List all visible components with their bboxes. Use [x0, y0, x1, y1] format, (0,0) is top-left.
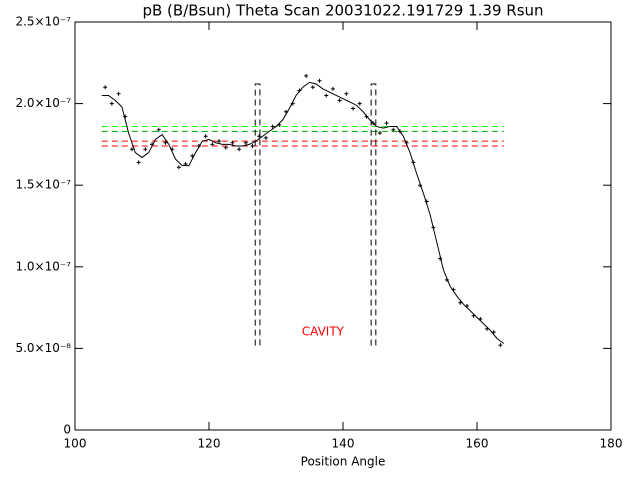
- x-tick-label: 100: [64, 437, 87, 451]
- data-point: [163, 140, 168, 145]
- data-point: [237, 147, 242, 152]
- data-point: [444, 277, 449, 282]
- data-point: [230, 140, 235, 145]
- data-point: [257, 134, 262, 139]
- y-tick-label: 1.5×10⁻⁷: [15, 178, 71, 192]
- x-tick-label: 140: [332, 437, 355, 451]
- data-point: [464, 303, 469, 308]
- data-point: [243, 140, 248, 145]
- data-point: [310, 85, 315, 90]
- x-tick-label: 180: [600, 437, 623, 451]
- data-point: [391, 127, 396, 132]
- data-point: [324, 93, 329, 98]
- data-point: [183, 161, 188, 166]
- data-point: [284, 109, 289, 114]
- data-point: [123, 114, 128, 119]
- y-tick-label: 1.0×10⁻⁷: [15, 259, 71, 273]
- data-point: [351, 106, 356, 111]
- x-tick-label: 160: [466, 437, 489, 451]
- data-point: [270, 124, 275, 129]
- data-point: [364, 114, 369, 119]
- data-point: [196, 144, 201, 149]
- data-point: [136, 160, 141, 165]
- data-point: [156, 127, 161, 132]
- data-point: [344, 91, 349, 96]
- data-point: [129, 147, 134, 152]
- data-point: [109, 101, 114, 106]
- data-point: [223, 145, 228, 150]
- data-point: [491, 330, 496, 335]
- cavity-boundary: [254, 83, 261, 346]
- data-point: [471, 313, 476, 318]
- y-tick-label: 0: [63, 423, 71, 437]
- data-point: [404, 140, 409, 145]
- y-tick-label: 2.5×10⁻⁷: [15, 15, 71, 29]
- data-point: [451, 287, 456, 292]
- data-point: [103, 85, 108, 90]
- cavity-boundary: [370, 83, 377, 346]
- data-point: [357, 101, 362, 106]
- data-point: [143, 147, 148, 152]
- annotation: CAVITY: [302, 325, 345, 339]
- data-point: [203, 134, 208, 139]
- chart-title: pB (B/Bsun) Theta Scan 20031022.191729 1…: [142, 2, 543, 20]
- data-point: [116, 91, 121, 96]
- data-point: [304, 73, 309, 78]
- data-point: [217, 139, 222, 144]
- data-point: [377, 130, 382, 135]
- data-point: [190, 153, 195, 158]
- data-point: [397, 129, 402, 134]
- y-tick-label: 5.0×10⁻⁸: [15, 341, 71, 355]
- data-point: [431, 225, 436, 230]
- data-point: [411, 160, 416, 165]
- data-point: [384, 121, 389, 126]
- data-point: [424, 199, 429, 204]
- data-point: [478, 317, 483, 322]
- x-axis-label: Position Angle: [301, 455, 386, 469]
- data-point: [371, 121, 376, 126]
- x-tick-label: 120: [198, 437, 221, 451]
- data-point: [297, 88, 302, 93]
- data-point: [317, 78, 322, 83]
- y-tick-label: 2.0×10⁻⁷: [15, 96, 71, 110]
- data-point: [290, 101, 295, 106]
- data-point: [418, 183, 423, 188]
- data-line: [101, 81, 505, 344]
- data-point: [170, 147, 175, 152]
- data-point: [150, 142, 155, 147]
- data-point: [176, 165, 181, 170]
- data-point: [458, 300, 463, 305]
- data-point: [250, 144, 255, 149]
- data-point: [485, 326, 490, 331]
- data-point: [438, 256, 443, 261]
- data-point: [210, 142, 215, 147]
- data-point: [498, 343, 503, 348]
- data-point: [263, 135, 268, 140]
- data-point: [337, 98, 342, 103]
- data-point: [330, 86, 335, 91]
- data-point: [277, 122, 282, 127]
